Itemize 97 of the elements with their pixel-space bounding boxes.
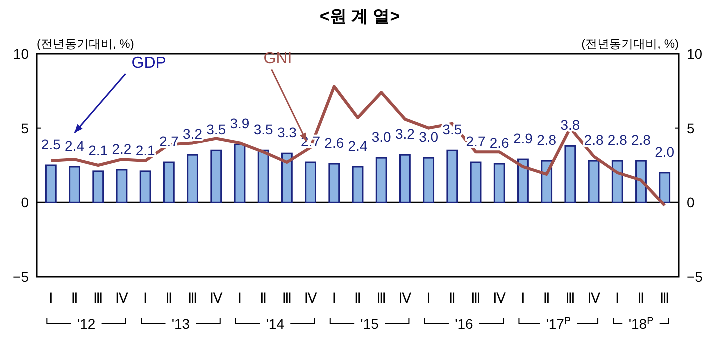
data-label: 2.1 [136, 142, 156, 158]
data-label: 3.5 [254, 122, 274, 138]
data-label: 3.8 [560, 117, 580, 134]
bar [446, 150, 458, 204]
y-axis-title: (전년동기대비, %) [37, 37, 134, 51]
data-label: 2.6 [324, 135, 344, 152]
data-label: 3.0 [419, 129, 439, 146]
data-label: 2.9 [513, 130, 534, 147]
text: '13 [172, 316, 190, 332]
x-tick-label: Ⅰ [616, 290, 620, 306]
x-tick-label: Ⅳ [304, 290, 318, 306]
bar [187, 154, 198, 204]
data-label: 2.8 [632, 132, 652, 148]
x-tick-label: Ⅲ [471, 290, 481, 306]
bar [494, 163, 506, 204]
text: '14 [266, 316, 285, 332]
bar [69, 166, 80, 204]
y-tick-label: −5 [13, 269, 30, 285]
bar [376, 157, 388, 204]
x-tick-label: Ⅰ [332, 290, 336, 306]
data-label: 2.8 [537, 132, 557, 148]
y-tick-label: 5 [21, 120, 30, 136]
bar [612, 160, 624, 204]
data-label: 2.8 [608, 132, 628, 148]
y2-tick-label: 10 [687, 46, 703, 62]
bar [400, 154, 411, 204]
x-tick-label: Ⅳ [398, 290, 412, 306]
bar [281, 152, 293, 204]
x-tick-label: Ⅲ [188, 290, 198, 306]
data-label: 2.8 [584, 132, 604, 148]
x-tick-label: Ⅲ [566, 290, 576, 306]
bar [588, 160, 600, 204]
text: GNI [264, 50, 292, 68]
bar [116, 169, 128, 204]
text: '15 [360, 316, 380, 332]
bar [45, 164, 57, 204]
x-tick-label: Ⅳ [588, 290, 601, 306]
y2-tick-label: −5 [687, 269, 704, 285]
data-label: 2.0 [655, 144, 675, 160]
data-label: 3.0 [372, 129, 392, 146]
text: '12 [77, 316, 96, 332]
x-tick-label: Ⅰ [426, 290, 431, 306]
y-tick-label: 10 [13, 46, 30, 62]
data-label: 3.2 [395, 126, 416, 142]
bar [258, 150, 270, 204]
x-tick-label: Ⅳ [493, 290, 506, 306]
text: GDP [132, 54, 166, 72]
x-tick-label: Ⅲ [94, 290, 104, 306]
x-tick-label: Ⅰ [238, 290, 242, 306]
data-label: 2.4 [65, 138, 85, 154]
data-label: 2.1 [88, 142, 108, 158]
bar [636, 160, 647, 204]
x-tick-label: Ⅱ [260, 290, 268, 306]
bar [163, 162, 175, 204]
data-label: 3.2 [183, 126, 203, 142]
y2-tick-label: 5 [687, 120, 695, 136]
data-label: 3.5 [206, 122, 226, 138]
x-tick-label: Ⅰ [521, 290, 526, 306]
text: '17$^{P}$ [546, 316, 572, 332]
bar [659, 172, 671, 204]
data-label: 2.7 [466, 134, 486, 150]
y-tick-label: 0 [21, 194, 30, 211]
y2-axis-title: (전년동기대비, %) [582, 37, 679, 51]
bar [305, 162, 316, 204]
bar [92, 170, 104, 204]
x-tick-label: Ⅳ [116, 290, 129, 306]
bar [423, 157, 435, 204]
data-label: 2.4 [348, 138, 368, 154]
x-tick-label: Ⅱ [166, 290, 173, 306]
data-label: 2.2 [112, 140, 132, 157]
chart-title: <원 계 열> [320, 7, 400, 26]
data-label: 3.9 [230, 116, 250, 132]
text: '16 [455, 316, 474, 332]
x-tick-label: Ⅱ [638, 290, 645, 306]
x-tick-label: Ⅲ [376, 290, 386, 306]
data-label: 3.3 [277, 124, 298, 141]
bar [210, 150, 222, 204]
bar [328, 163, 340, 204]
y2-tick-label: 0 [687, 194, 695, 211]
bar [352, 166, 364, 204]
x-tick-label: Ⅱ [543, 290, 550, 306]
x-tick-label: Ⅲ [282, 290, 292, 306]
bar [234, 144, 246, 204]
text: '18$^{P}$ [628, 316, 654, 332]
data-label: 2.6 [490, 135, 510, 152]
x-tick-label: Ⅰ [144, 290, 148, 306]
bar [564, 145, 576, 204]
bar [140, 170, 152, 204]
x-tick-label: Ⅱ [354, 290, 362, 306]
x-tick-label: Ⅳ [210, 290, 223, 306]
x-tick-label: Ⅲ [660, 290, 670, 306]
x-tick-label: Ⅱ [448, 290, 456, 306]
bar [518, 158, 529, 204]
x-tick-label: Ⅰ [49, 290, 54, 306]
bar [470, 162, 482, 204]
data-label: 2.5 [41, 136, 62, 152]
x-tick-label: Ⅱ [71, 290, 78, 306]
